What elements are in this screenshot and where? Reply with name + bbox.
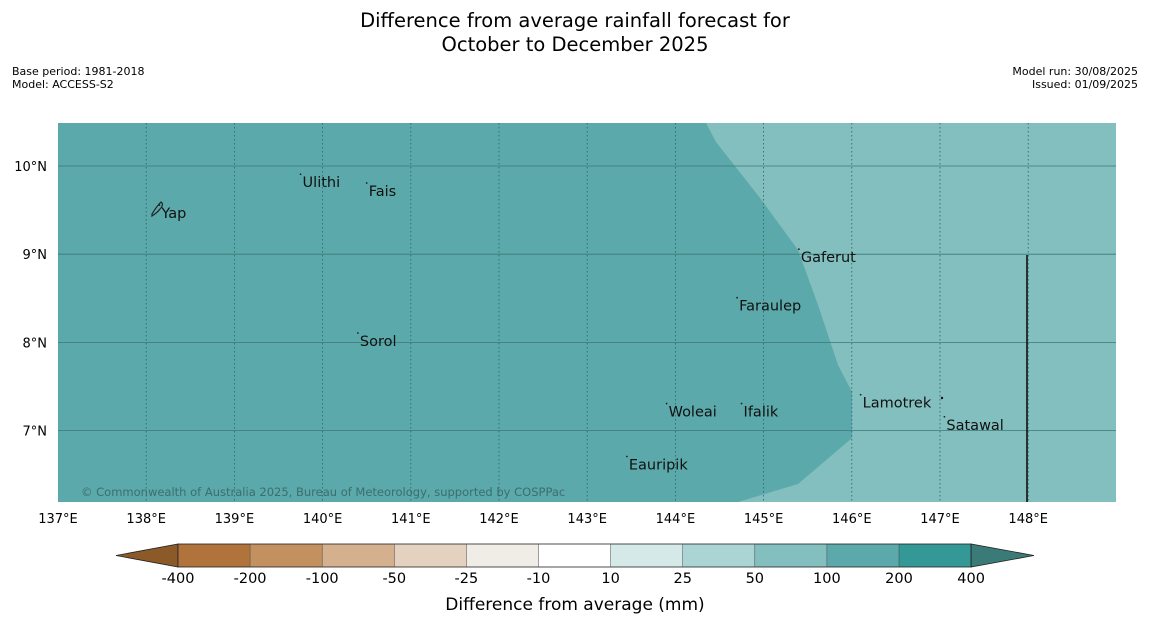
place-marker (299, 173, 302, 176)
place-label: Ifalik (744, 405, 779, 421)
latitude-label: 9°N (23, 248, 48, 263)
place-label: Lamotrek (863, 396, 932, 412)
model-text: Model: ACCESS-S2 (12, 78, 114, 91)
colorbar-segment (394, 544, 467, 567)
yap-island (151, 201, 163, 218)
latitude-label: 10°N (14, 160, 47, 175)
longitude-label: 147°E (920, 512, 960, 527)
colorbar-title: Difference from average (mm) (445, 595, 704, 615)
longitude-label: 146°E (832, 512, 872, 527)
latitude-label: 7°N (23, 425, 48, 440)
longitude-label: 137°E (38, 512, 78, 527)
colorbar-tick-label: 200 (885, 571, 913, 587)
map-gridlines (58, 123, 1116, 502)
place-label: Sorol (360, 334, 397, 350)
colorbar-segment (250, 544, 323, 567)
lamotrek-dot (940, 396, 944, 400)
place-marker (740, 402, 743, 405)
meta-left: Base period: 1981-2018 Model: ACCESS-S2 (12, 65, 144, 91)
colorbar (115, 543, 1035, 568)
latitude-labels: 10°N 9°N 8°N 7°N (14, 160, 47, 440)
place-marker (736, 296, 739, 299)
longitude-label: 148°E (1008, 512, 1048, 527)
chart-title: Difference from average rainfall forecas… (0, 9, 1150, 57)
colorbar-tick-label: -200 (234, 571, 267, 587)
colorbar-segment (538, 544, 611, 567)
colorbar-tick-labels: -400 -200 -100 -50 -25 -10 10 25 50 100 200 400 (162, 571, 985, 587)
place-label: Faraulep (739, 299, 801, 315)
place-label: Woleai (669, 405, 717, 421)
place-marker (158, 204, 161, 207)
place-marker (625, 455, 628, 458)
meta-right: Model run: 30/08/2025 Issued: 01/09/2025 (1012, 65, 1138, 91)
colorbar-extend-low (115, 543, 179, 568)
place-marker (943, 415, 946, 418)
colorbar-tick-label: 25 (673, 571, 691, 587)
colorbar-tick-label: 400 (957, 571, 985, 587)
place-label: Yap (160, 206, 186, 222)
longitude-label: 139°E (215, 512, 255, 527)
issued-text: Issued: 01/09/2025 (1031, 78, 1138, 91)
title-line-2: October to December 2025 (441, 33, 709, 56)
colorbar-tick-label: -50 (382, 571, 406, 587)
colorbar-tick-label: 100 (813, 571, 841, 587)
colorbar-segment (826, 544, 899, 567)
longitude-label: 138°E (126, 512, 166, 527)
place-marker (365, 182, 368, 184)
colorbar-tick-label: -10 (527, 571, 551, 587)
colorbar-tick-label: 50 (746, 571, 764, 587)
colorbar-tick-label: -400 (162, 571, 195, 587)
place-label: Fais (369, 184, 396, 200)
map-region-east (706, 123, 1116, 502)
colorbar-segment (899, 544, 972, 567)
longitude-labels: 137°E 138°E 139°E 140°E 141°E 142°E 143°E 144°E… (38, 512, 1048, 527)
latitude-label: 8°N (23, 336, 48, 351)
longitude-label: 143°E (567, 512, 607, 527)
colorbar-segment (610, 544, 683, 567)
place-labels: Ulithi Yap Fais Gaferut Faraulep Sorol Lamotre… (158, 173, 1004, 473)
longitude-label: 141°E (391, 512, 431, 527)
longitude-label: 144°E (656, 512, 696, 527)
colorbar-segment (682, 544, 755, 567)
colorbar-tick-label: -100 (306, 571, 339, 587)
base-period-text: Base period: 1981-2018 (12, 65, 145, 78)
place-label: Eauripik (629, 457, 688, 473)
longitude-label: 142°E (479, 512, 519, 527)
colorbar-extend-high (970, 543, 1035, 568)
map-panel: Ulithi Yap Fais Gaferut Faraulep Sorol Lamotre… (58, 123, 1116, 502)
place-marker (859, 393, 862, 396)
colorbar-tick-label: 10 (601, 571, 619, 587)
place-label: Gaferut (801, 250, 856, 266)
title-line-1: Difference from average rainfall forecas… (360, 9, 790, 32)
place-label: Satawal (946, 418, 1003, 434)
place-marker (797, 248, 800, 251)
longitude-label: 145°E (744, 512, 784, 527)
colorbar-segment (466, 544, 539, 567)
colorbar-segment (322, 544, 395, 567)
place-marker (665, 402, 668, 405)
colorbar-tick-label: -25 (455, 571, 479, 587)
place-label: Ulithi (303, 175, 341, 191)
colorbar-segment (754, 544, 827, 567)
longitude-label: 140°E (303, 512, 343, 527)
model-run-text: Model run: 30/08/2025 (1012, 65, 1138, 78)
copyright-text: © Commonwealth of Australia 2025, Bureau… (81, 485, 565, 499)
place-marker (356, 332, 359, 334)
colorbar-segment (178, 544, 251, 567)
colorbar-outline (177, 543, 972, 568)
